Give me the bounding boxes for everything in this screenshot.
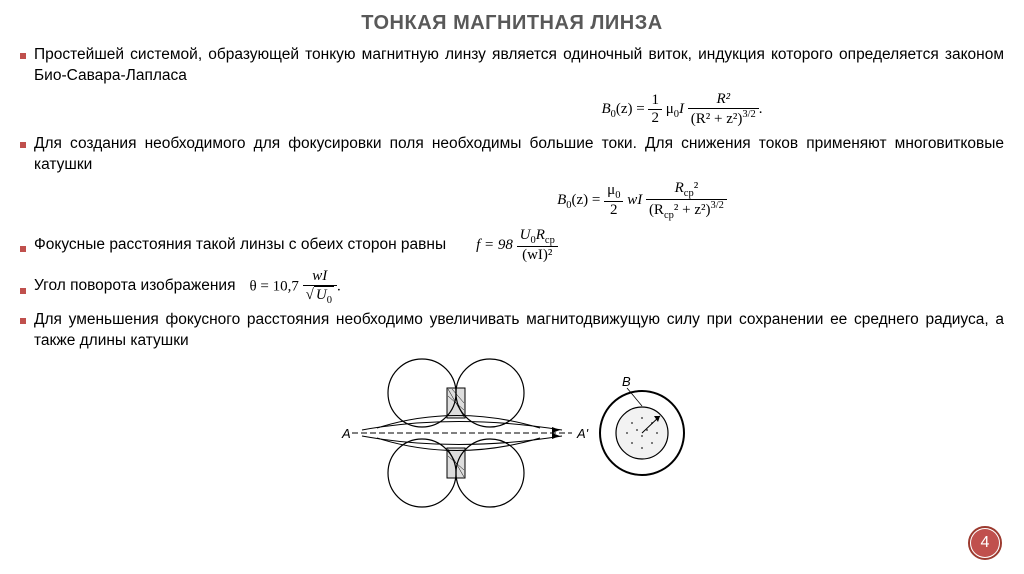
bullet-marker <box>20 246 26 252</box>
bullet-item: Простейшей системой, образующей тонкую м… <box>20 45 1004 87</box>
bullet-item: Фокусные расстояния такой линзы с обеих … <box>20 227 1004 264</box>
label-B: B <box>622 374 631 389</box>
bullet-text: Для уменьшения фокусного расстояния необ… <box>34 310 1004 352</box>
formula-3: f = 98 U0Rср (wI)² <box>476 227 558 264</box>
bullet-item: Для создания необходимого для фокусировк… <box>20 134 1004 176</box>
bullet-text: Угол поворота изображения <box>34 276 235 297</box>
bullet-text: Простейшей системой, образующей тонкую м… <box>34 45 1004 87</box>
bullet-marker <box>20 53 26 59</box>
bullet-marker <box>20 318 26 324</box>
bullet-text: Фокусные расстояния такой линзы с обеих … <box>34 235 446 256</box>
bullet-text: Для создания необходимого для фокусировк… <box>34 134 1004 176</box>
label-A: A <box>341 426 351 441</box>
bullet-marker <box>20 142 26 148</box>
slide-title: ТОНКАЯ МАГНИТНАЯ ЛИНЗА <box>20 12 1004 35</box>
bullet-marker <box>20 288 26 294</box>
bullet-item: Угол поворота изображения θ = 10,7 wI √U… <box>20 268 1004 306</box>
page-number: 4 <box>968 526 1002 560</box>
formula-2: B0(z) = μ02 wI Rср² (Rср² + z²)3/2 <box>280 180 1004 221</box>
bullet-item: Для уменьшения фокусного расстояния необ… <box>20 310 1004 352</box>
label-Aprime: A' <box>576 426 589 441</box>
formula-4: θ = 10,7 wI √U0 . <box>249 268 340 306</box>
formula-1: B0(z) = 12 μ0I R² (R² + z²)3/2 . <box>360 91 1004 128</box>
diagram: A A' B <box>20 358 1004 513</box>
